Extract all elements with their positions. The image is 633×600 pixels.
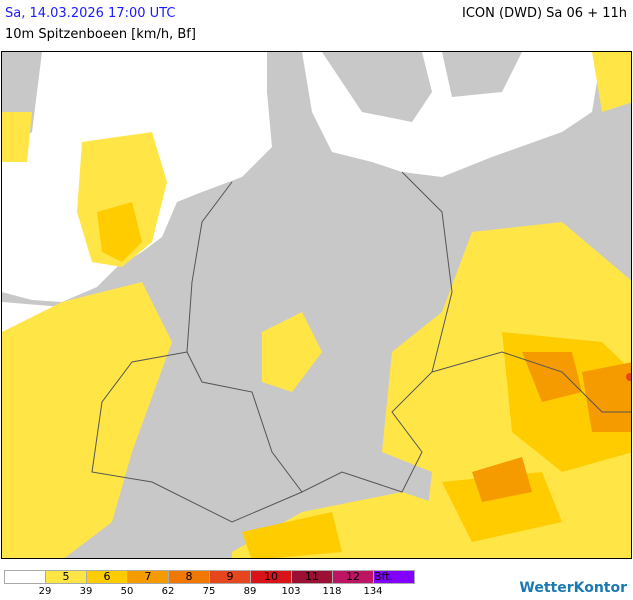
legend-class-10: 10 [250,570,292,584]
gust-bft7-areas [472,352,631,502]
legend-threshold: 50 [120,586,134,597]
legend-class-9: 9 [209,570,251,584]
legend-class-6: 6 [86,570,128,584]
gust-bft5-areas [2,52,631,558]
legend-threshold: 134 [363,586,383,597]
legend-class-11: 11 [291,570,333,584]
legend-threshold: 89 [243,586,257,597]
country-borders [91,171,631,523]
legend-threshold: 29 [38,586,52,597]
gust-map [1,51,632,559]
wetterkontor-logo: WetterKontor [519,580,627,596]
legend-class-7: 7 [127,570,169,584]
legend-threshold: 39 [79,586,93,597]
legend-threshold: 62 [161,586,175,597]
legend-class-calm [4,570,46,584]
model-run: ICON (DWD) Sa 06 + 11h [462,6,627,21]
legend-threshold: 75 [202,586,216,597]
legend-class-Bft.: Bft. [373,570,415,584]
forecast-datetime: Sa, 14.03.2026 17:00 UTC [5,6,176,21]
legend-class-5: 5 [45,570,87,584]
legend-threshold: 103 [281,586,301,597]
parameter-label: 10m Spitzenboeen [km/h, Bf] [5,27,196,42]
legend-class-12: 12 [332,570,374,584]
legend-threshold: 118 [322,586,342,597]
gust-bft9-spot [626,373,631,381]
legend-class-8: 8 [168,570,210,584]
gust-bft6-areas [97,202,631,558]
